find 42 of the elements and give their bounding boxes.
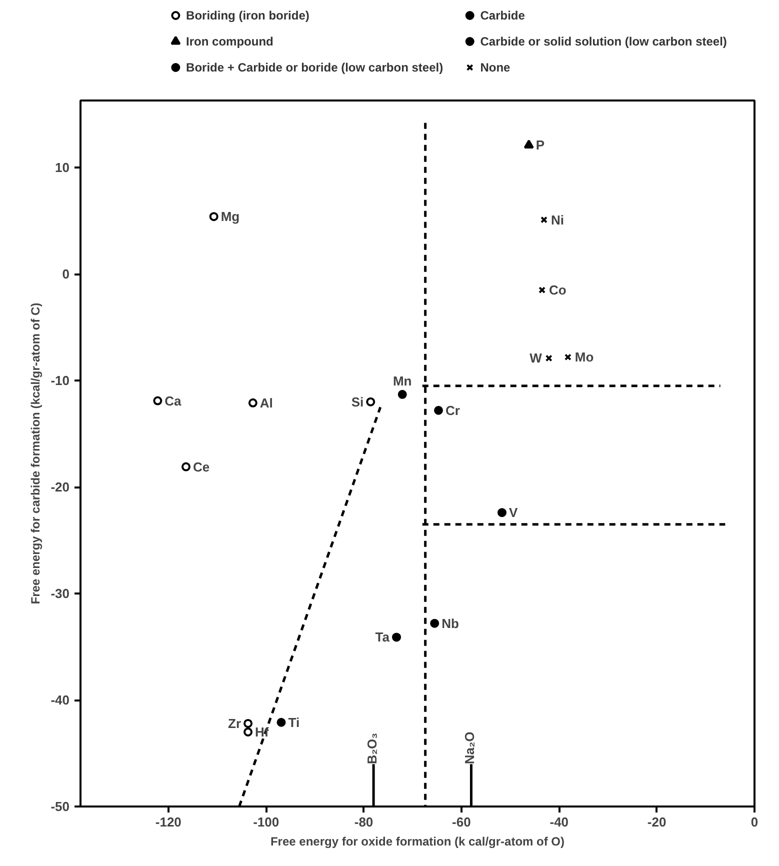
x-tick-label: -40 bbox=[550, 814, 569, 830]
annotation: Hf bbox=[255, 724, 270, 740]
y-tick-label: -50 bbox=[50, 799, 70, 814]
annotation: Al bbox=[260, 395, 273, 410]
y-tick-label: 10 bbox=[55, 160, 70, 176]
x-tick-label: -80 bbox=[354, 814, 374, 830]
x-tick-label: -120 bbox=[155, 814, 182, 830]
legend-label: Boriding (iron boride) bbox=[186, 8, 310, 22]
x-tick-label: -60 bbox=[452, 814, 471, 830]
y-tick-label: 0 bbox=[62, 266, 70, 282]
y-tick-label: -40 bbox=[50, 692, 70, 708]
annotation: Cr bbox=[446, 402, 460, 418]
annotation: Ce bbox=[192, 459, 210, 474]
annotation: Ca bbox=[164, 393, 182, 408]
annotation: V bbox=[508, 505, 518, 520]
annotation: Ni bbox=[550, 212, 564, 228]
annotation: W bbox=[530, 350, 543, 366]
annotation: Mo bbox=[574, 350, 594, 365]
x-tick-label: -100 bbox=[253, 814, 280, 830]
annotation: Mn bbox=[392, 373, 412, 388]
legend-label: None bbox=[480, 60, 511, 74]
legend-label: Iron compound bbox=[186, 34, 274, 48]
y-axis-title: Free energy for carbide formation (kcal/gr-atom of C) bbox=[28, 302, 43, 604]
annotation: Si bbox=[351, 394, 364, 410]
annotation: Co bbox=[549, 282, 566, 298]
annotation: Zr bbox=[228, 716, 242, 731]
legend-label: Carbide or solid solution (low carbon steel) bbox=[480, 34, 727, 48]
x-axis-title: Free energy for oxide formation (k cal/gr-atom of O) bbox=[270, 834, 565, 848]
ref-line-label: Na₂O bbox=[462, 732, 478, 764]
x-tick-label: 0 bbox=[750, 814, 758, 830]
x-tick-label: -20 bbox=[647, 814, 666, 830]
annotation: Ta bbox=[375, 630, 390, 645]
annotation: Nb bbox=[442, 616, 459, 631]
ref-line-label: B₂O₃ bbox=[364, 732, 380, 764]
y-tick-label: -10 bbox=[50, 373, 70, 388]
annotation: P bbox=[536, 138, 545, 153]
annotation: Mg bbox=[220, 209, 240, 224]
annotation: Ti bbox=[288, 714, 300, 730]
legend-label: Boride + Carbide or boride (low carbon steel) bbox=[186, 60, 444, 74]
legend-label: Carbide bbox=[480, 8, 526, 22]
y-tick-label: -20 bbox=[50, 480, 70, 495]
y-tick-label: -30 bbox=[50, 586, 70, 602]
